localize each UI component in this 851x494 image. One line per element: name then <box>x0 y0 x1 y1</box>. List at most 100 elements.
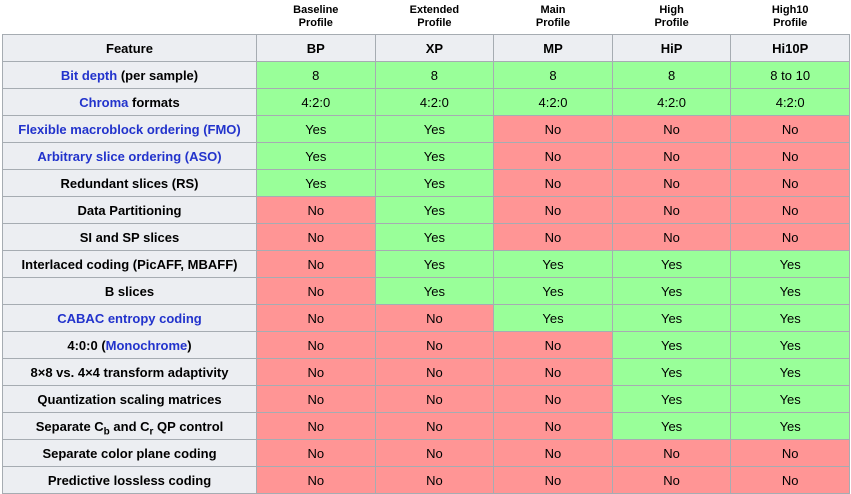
value-cell-yes: Yes <box>611 385 732 413</box>
value-cell-yes: Yes <box>611 277 732 305</box>
value-cell-yes: 8 <box>611 61 732 89</box>
feature-text: QP control <box>153 418 224 434</box>
value-cell-yes: Yes <box>493 277 613 305</box>
profile-title-row: Baseline Profile Extended Profile Main Pro… <box>3 0 850 35</box>
table-row: Flexible macroblock ordering (FMO) Yes Yes… <box>2 115 850 143</box>
value-cell-yes: 8 <box>256 61 376 89</box>
value-cell-no: No <box>493 169 613 197</box>
table-row: SI and SP slices No Yes No No No <box>2 223 850 251</box>
wiki-link[interactable]: Flexible macroblock ordering (FMO) <box>18 121 241 137</box>
value-cell-yes: 8 to 10 <box>730 61 850 89</box>
value-cell-no: No <box>256 412 376 440</box>
value-cell-no: No <box>256 304 376 332</box>
feature-text: Quantization scaling matrices <box>37 391 222 407</box>
value-cell-yes: Yes <box>611 331 732 359</box>
profile-title-mp: Main Profile <box>535 4 571 29</box>
feature-text: Separate C <box>35 418 104 434</box>
wiki-link[interactable]: Arbitrary slice ordering (ASO) <box>37 148 222 164</box>
value-cell-no: No <box>611 466 732 494</box>
value-cell-yes: Yes <box>493 250 613 278</box>
value-cell-yes: Yes <box>730 304 850 332</box>
value-cell-yes: Yes <box>493 304 613 332</box>
value-cell-yes: 4:2:0 <box>256 88 376 116</box>
value-cell-no: No <box>256 196 376 224</box>
value-cell-no: No <box>374 439 495 467</box>
table-row: Separate Cb and Cr QP control No No No Yes Ye… <box>2 412 850 440</box>
value-cell-yes: 8 <box>374 61 495 89</box>
feature-text: Redundant slices (RS) <box>60 175 199 191</box>
value-cell-yes: Yes <box>730 331 850 359</box>
value-cell-no: No <box>493 385 613 413</box>
value-cell-no: No <box>493 358 613 386</box>
feature-text: B slices <box>104 283 155 299</box>
value-cell-yes: Yes <box>256 142 376 170</box>
feature-cell: B slices <box>2 277 257 305</box>
column-header-mp: MP <box>493 34 613 62</box>
feature-cell: Flexible macroblock ordering (FMO) <box>2 115 257 143</box>
wiki-link[interactable]: Bit depth <box>60 67 118 83</box>
value-cell-no: No <box>493 115 613 143</box>
table-row: Bit depth (per sample) 8 8 8 8 8 to 10 <box>2 61 850 89</box>
value-cell-no: No <box>493 466 613 494</box>
value-cell-yes: Yes <box>256 169 376 197</box>
feature-cell: Data Partitioning <box>2 196 257 224</box>
value-cell-no: No <box>730 223 850 251</box>
value-cell-yes: Yes <box>730 277 850 305</box>
wiki-link[interactable]: Chroma <box>79 94 129 110</box>
feature-cell: SI and SP slices <box>2 223 257 251</box>
value-cell-no: No <box>493 331 613 359</box>
value-cell-yes: Yes <box>374 115 495 143</box>
value-cell-no: No <box>374 331 495 359</box>
feature-text: 8×8 vs. 4×4 transform adaptivity <box>30 364 229 380</box>
feature-cell: Separate Cb and Cr QP control <box>2 412 257 440</box>
feature-cell: Interlaced coding (PicAFF, MBAFF) <box>2 250 257 278</box>
table-row: Separate color plane coding No No No No No <box>2 439 850 467</box>
value-cell-yes: Yes <box>730 358 850 386</box>
table-row: 8×8 vs. 4×4 transform adaptivity No No No Ye… <box>2 358 850 386</box>
column-header-bp: BP <box>256 34 376 62</box>
value-cell-yes: Yes <box>256 115 376 143</box>
subscript-text: r <box>149 426 154 438</box>
value-cell-yes: Yes <box>611 412 732 440</box>
table-row: 4:0:0 (Monochrome) No No No Yes Yes <box>2 331 850 359</box>
value-cell-no: No <box>374 358 495 386</box>
wiki-link[interactable]: CABAC entropy coding <box>57 310 202 326</box>
feature-text: SI and SP slices <box>79 229 180 245</box>
value-cell-no: No <box>256 358 376 386</box>
feature-text: formats <box>128 94 180 110</box>
feature-text: (per sample) <box>117 67 199 83</box>
value-cell-no: No <box>256 466 376 494</box>
value-cell-yes: Yes <box>730 250 850 278</box>
value-cell-no: No <box>374 466 495 494</box>
feature-cell: Quantization scaling matrices <box>2 385 257 413</box>
feature-cell: Separate color plane coding <box>2 439 257 467</box>
feature-text: Data Partitioning <box>77 202 182 218</box>
value-cell-no: No <box>611 196 732 224</box>
profile-title-hip: High Profile <box>654 4 689 29</box>
value-cell-no: No <box>493 223 613 251</box>
feature-cell: Arbitrary slice ordering (ASO) <box>2 142 257 170</box>
value-cell-no: No <box>493 142 613 170</box>
value-cell-yes: Yes <box>374 142 495 170</box>
profile-title-hi10p: High10 Profile <box>771 4 809 29</box>
wiki-link[interactable]: Monochrome <box>105 337 188 353</box>
value-cell-yes: Yes <box>730 385 850 413</box>
value-cell-yes: Yes <box>374 223 495 251</box>
value-cell-no: No <box>256 277 376 305</box>
feature-text: Predictive lossless coding <box>47 472 212 488</box>
value-cell-yes: Yes <box>611 304 732 332</box>
value-cell-no: No <box>730 169 850 197</box>
value-cell-no: No <box>493 196 613 224</box>
value-cell-no: No <box>256 385 376 413</box>
feature-text: 4:0:0 ( <box>67 337 106 353</box>
value-cell-no: No <box>256 223 376 251</box>
feature-cell: 4:0:0 (Monochrome) <box>2 331 257 359</box>
feature-cell: CABAC entropy coding <box>2 304 257 332</box>
value-cell-yes: Yes <box>730 412 850 440</box>
table-row: Interlaced coding (PicAFF, MBAFF) No Yes Ye… <box>2 250 850 278</box>
value-cell-no: No <box>256 331 376 359</box>
table-row: B slices No Yes Yes Yes Yes <box>2 277 850 305</box>
value-cell-no: No <box>730 196 850 224</box>
subscript-text: b <box>103 426 110 438</box>
